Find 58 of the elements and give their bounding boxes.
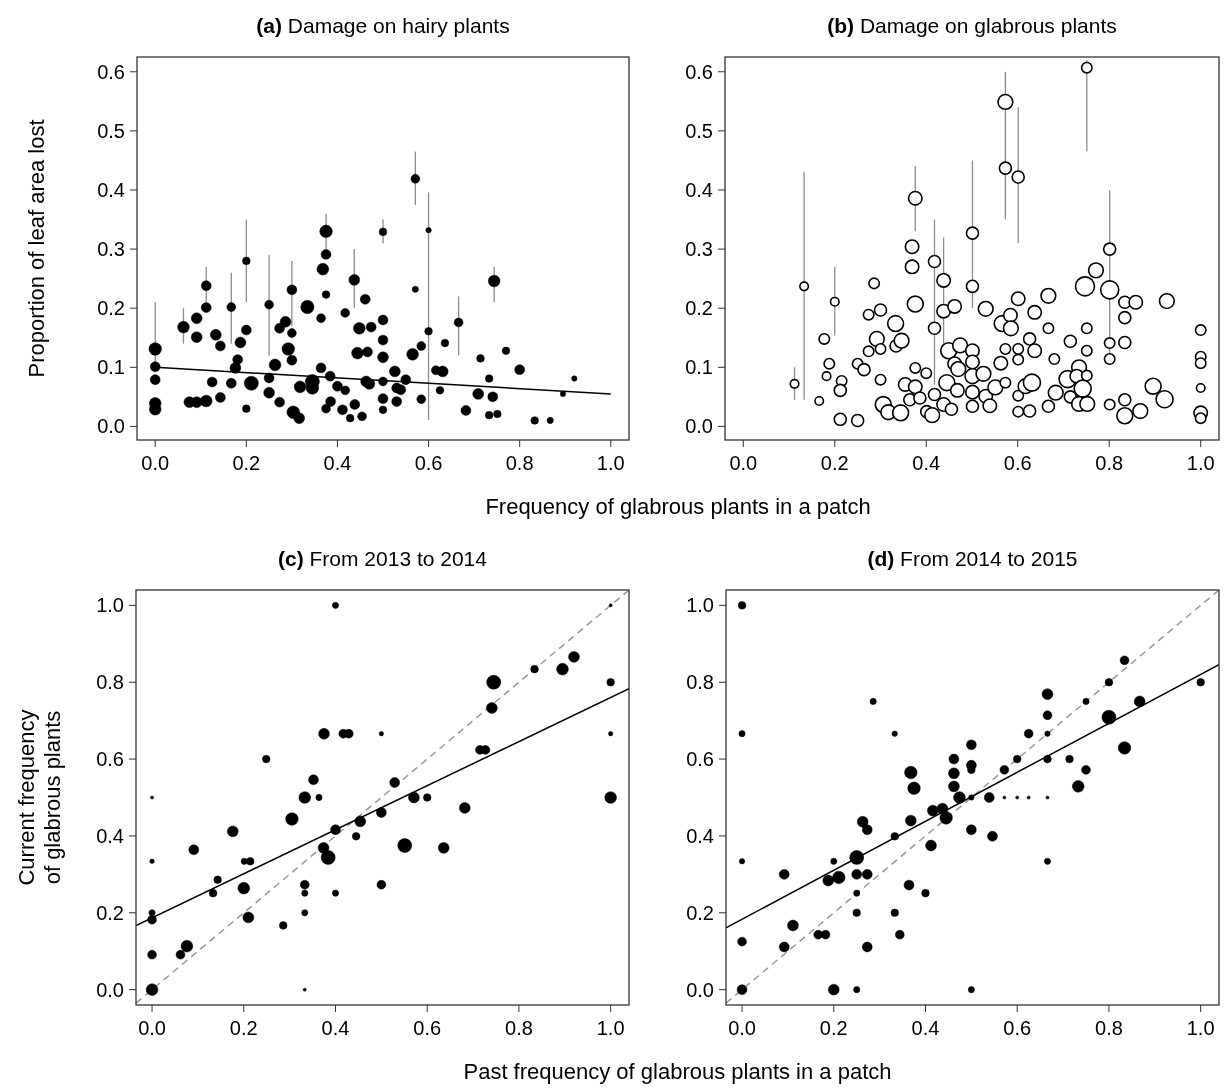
x-tick-label: 0.6 — [414, 452, 443, 474]
x-tick-label: 0.4 — [321, 1017, 350, 1039]
y-tick-label: 0.6 — [686, 748, 714, 771]
x-axis-title: Frequency of glabrous plants in a patch — [485, 494, 871, 519]
y-tick-label: 0.2 — [686, 901, 714, 924]
x-tick-label: 0.4 — [911, 1017, 940, 1039]
x-tick-label: 0.6 — [1003, 1017, 1032, 1039]
y-tick-label: 0.2 — [685, 297, 713, 320]
chart-title: (d) From 2014 to 2015 — [867, 547, 1078, 570]
y-tick-label: 0.4 — [96, 824, 124, 847]
x-tick-label: 0.4 — [912, 452, 941, 474]
y-axis-title: Current frequency of glabrous plants — [14, 709, 65, 886]
x-tick-label: 0.8 — [1095, 452, 1124, 474]
x-tick-label: 1.0 — [596, 1017, 625, 1039]
chart-title: (c) From 2013 to 2014 — [278, 547, 488, 570]
y-tick-label: 0.0 — [685, 415, 713, 438]
y-tick-label: 0.2 — [96, 901, 124, 924]
y-tick-label: 0.3 — [97, 238, 125, 261]
chart-title: (b) Damage on glabrous plants — [827, 14, 1117, 37]
x-tick-label: 0.0 — [141, 452, 170, 474]
x-tick-label: 0.2 — [819, 1017, 848, 1039]
y-tick-label: 0.0 — [686, 978, 714, 1001]
x-tick-label: 0.8 — [505, 452, 534, 474]
x-tick-label: 1.0 — [1186, 1017, 1215, 1039]
y-tick-label: 1.0 — [96, 594, 124, 617]
y-tick-label: 0.2 — [97, 297, 125, 320]
y-tick-label: 0.5 — [685, 119, 713, 142]
y-tick-label: 0.0 — [97, 415, 125, 438]
y-tick-label: 0.6 — [97, 60, 125, 83]
x-tick-label: 0.8 — [505, 1017, 533, 1039]
y-tick-label: 0.4 — [685, 178, 713, 201]
y-tick-label: 0.1 — [97, 356, 125, 379]
y-tick-label: 0.3 — [685, 238, 713, 261]
y-axis-title: Proportion of leaf area lost — [24, 119, 49, 378]
x-tick-label: 0.0 — [729, 452, 758, 474]
y-tick-label: 0.1 — [685, 356, 713, 379]
chart-title: (a) Damage on hairy plants — [256, 14, 510, 37]
x-tick-label: 0.2 — [229, 1017, 258, 1039]
y-tick-label: 0.4 — [97, 178, 125, 201]
x-axis-title: Past frequency of glabrous plants in a patch — [463, 1059, 892, 1084]
y-tick-label: 0.6 — [685, 60, 713, 83]
y-tick-label: 0.8 — [96, 671, 124, 694]
y-tick-label: 0.5 — [97, 119, 125, 142]
x-tick-label: 1.0 — [1186, 452, 1215, 474]
x-tick-label: 0.6 — [1003, 452, 1032, 474]
x-tick-label: 0.4 — [323, 452, 352, 474]
x-tick-label: 0.0 — [728, 1017, 756, 1039]
x-tick-label: 1.0 — [596, 452, 625, 474]
x-tick-label: 0.8 — [1095, 1017, 1123, 1039]
x-tick-label: 0.2 — [232, 452, 261, 474]
y-tick-label: 0.8 — [686, 671, 714, 694]
y-tick-label: 0.4 — [686, 824, 714, 847]
x-tick-label: 0.2 — [820, 452, 849, 474]
y-tick-label: 1.0 — [686, 594, 714, 617]
y-tick-label: 0.0 — [96, 978, 124, 1001]
x-tick-label: 0.0 — [138, 1017, 166, 1039]
x-tick-label: 0.6 — [413, 1017, 442, 1039]
y-tick-label: 0.6 — [96, 748, 124, 771]
